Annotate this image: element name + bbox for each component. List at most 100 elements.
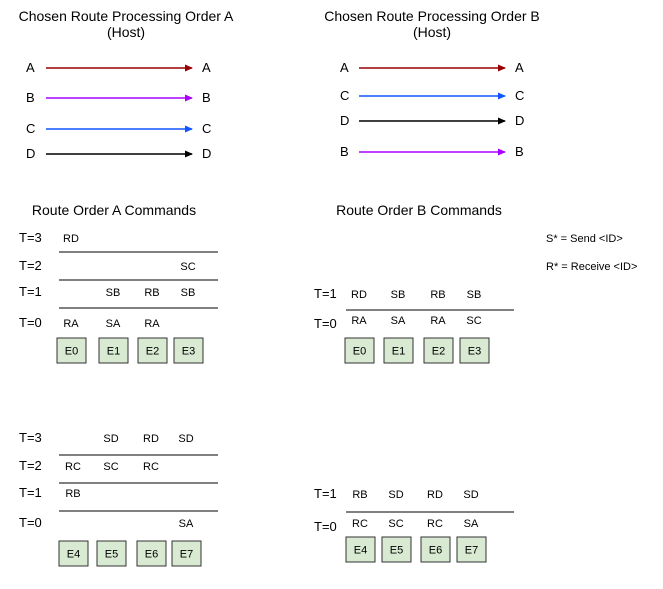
command-cell: SB: [391, 289, 406, 301]
engine-node-label: E7: [180, 549, 193, 561]
route-order-a-panel: Chosen Route Processing Order A (Host) A…: [19, 8, 234, 161]
command-cell: SD: [178, 433, 193, 445]
time-step-label: T=0: [314, 519, 337, 534]
command-cell: SA: [464, 518, 479, 530]
time-step-label: T=1: [19, 284, 42, 299]
command-cell: RD: [63, 233, 79, 245]
route-order-a-title-line2: (Host): [107, 24, 145, 40]
route-target-label: C: [202, 121, 211, 136]
engine-node: E2: [137, 337, 168, 364]
time-step-label: T=2: [19, 258, 42, 273]
time-step-label: T=2: [19, 458, 42, 473]
engine-node-box: [345, 536, 376, 563]
engine-node-box: [137, 337, 168, 364]
route-row: B B: [340, 144, 524, 159]
engine-node: E1: [98, 337, 129, 364]
command-cell: SC: [103, 461, 118, 473]
engine-node-box: [56, 337, 87, 364]
engine-node-box: [98, 337, 129, 364]
command-cell: SA: [391, 315, 406, 327]
command-cell: RA: [144, 318, 160, 330]
command-grids: T=3 RD T=2 SC T=1 SB RB SB T=0 RA SA RA E0 E1 E2 E3 T=1 R…: [19, 230, 514, 567]
command-cell: RB: [144, 287, 159, 299]
route-source-label: D: [26, 146, 35, 161]
engine-node-box: [423, 337, 454, 364]
engine-node: E3: [459, 337, 490, 364]
engine-node-box: [171, 540, 202, 567]
command-cell: RC: [65, 461, 81, 473]
route-target-label: B: [515, 144, 524, 159]
route-row: D D: [340, 113, 524, 128]
legend: S* = Send <ID> R* = Receive <ID>: [546, 233, 637, 273]
legend-receive: R* = Receive <ID>: [546, 261, 637, 273]
command-cell: SC: [466, 315, 481, 327]
engine-node: E6: [136, 540, 167, 567]
engine-node-box: [381, 536, 412, 563]
command-cell: RA: [430, 315, 446, 327]
route-source-label: A: [26, 60, 35, 75]
engine-node: E5: [381, 536, 412, 563]
time-step-label: T=1: [314, 286, 337, 301]
route-order-b-title-line2: (Host): [413, 24, 451, 40]
command-cell: RC: [427, 518, 443, 530]
engine-node: E7: [171, 540, 202, 567]
command-cell: SD: [388, 489, 403, 501]
command-cell: RB: [430, 289, 445, 301]
command-cell: RC: [352, 518, 368, 530]
route-source-label: D: [340, 113, 349, 128]
command-cell: SA: [179, 518, 194, 530]
command-cell: RB: [352, 489, 367, 501]
command-cell: SD: [103, 433, 118, 445]
engine-node-label: E5: [390, 545, 403, 557]
command-cell: RB: [65, 488, 80, 500]
engine-node-label: E6: [429, 545, 442, 557]
command-cell: RD: [351, 289, 367, 301]
command-cell: SB: [467, 289, 482, 301]
route-target-label: D: [202, 146, 211, 161]
engine-node-label: E3: [468, 346, 481, 358]
route-row: D D: [26, 146, 211, 161]
command-grid-a-top: T=3 RD T=2 SC T=1 SB RB SB T=0 RA SA RA E0 E1 E2 E3: [19, 230, 218, 364]
engine-node-box: [58, 540, 89, 567]
command-cell: SB: [106, 287, 121, 299]
route-target-label: C: [515, 88, 524, 103]
time-step-label: T=0: [314, 316, 337, 331]
command-grid-b-top: T=1 RD SB RB SB T=0 RA SA RA SC E0 E1 E2 E3: [314, 286, 514, 364]
command-cell: SC: [388, 518, 403, 530]
time-step-label: T=0: [19, 315, 42, 330]
route-source-label: B: [340, 144, 349, 159]
time-step-label: T=0: [19, 515, 42, 530]
route-row: C C: [340, 88, 524, 103]
engine-node: E4: [345, 536, 376, 563]
engine-node-label: E1: [392, 346, 405, 358]
engine-node-label: E7: [465, 545, 478, 557]
route-target-label: A: [202, 60, 211, 75]
command-cell: SB: [181, 287, 196, 299]
route-target-label: B: [202, 90, 211, 105]
engine-node: E4: [58, 540, 89, 567]
route-row: B B: [26, 90, 211, 105]
engine-node: E0: [344, 337, 375, 364]
command-cell: RD: [427, 489, 443, 501]
command-grid-a-bottom: T=3 SD RD SD T=2 RC SC RC T=1 RB T=0 SA E4 E5 E6 E7: [19, 430, 218, 567]
engine-node-box: [456, 536, 487, 563]
route-row: C C: [26, 121, 211, 136]
route-source-label: A: [340, 60, 349, 75]
engine-node-label: E2: [146, 346, 159, 358]
engine-node-box: [96, 540, 127, 567]
engine-node-label: E6: [145, 549, 158, 561]
command-cell: SA: [106, 318, 121, 330]
engine-node-box: [420, 536, 451, 563]
engine-node-box: [383, 337, 414, 364]
command-cell: SC: [180, 261, 195, 273]
engine-node-box: [344, 337, 375, 364]
route-target-label: D: [515, 113, 524, 128]
route-target-label: A: [515, 60, 524, 75]
engine-node-label: E2: [432, 346, 445, 358]
engine-node: E1: [383, 337, 414, 364]
route-order-b-commands-title: Route Order B Commands: [336, 202, 502, 218]
command-cell: RC: [143, 461, 159, 473]
command-cell: RD: [143, 433, 159, 445]
engine-node-label: E1: [107, 346, 120, 358]
